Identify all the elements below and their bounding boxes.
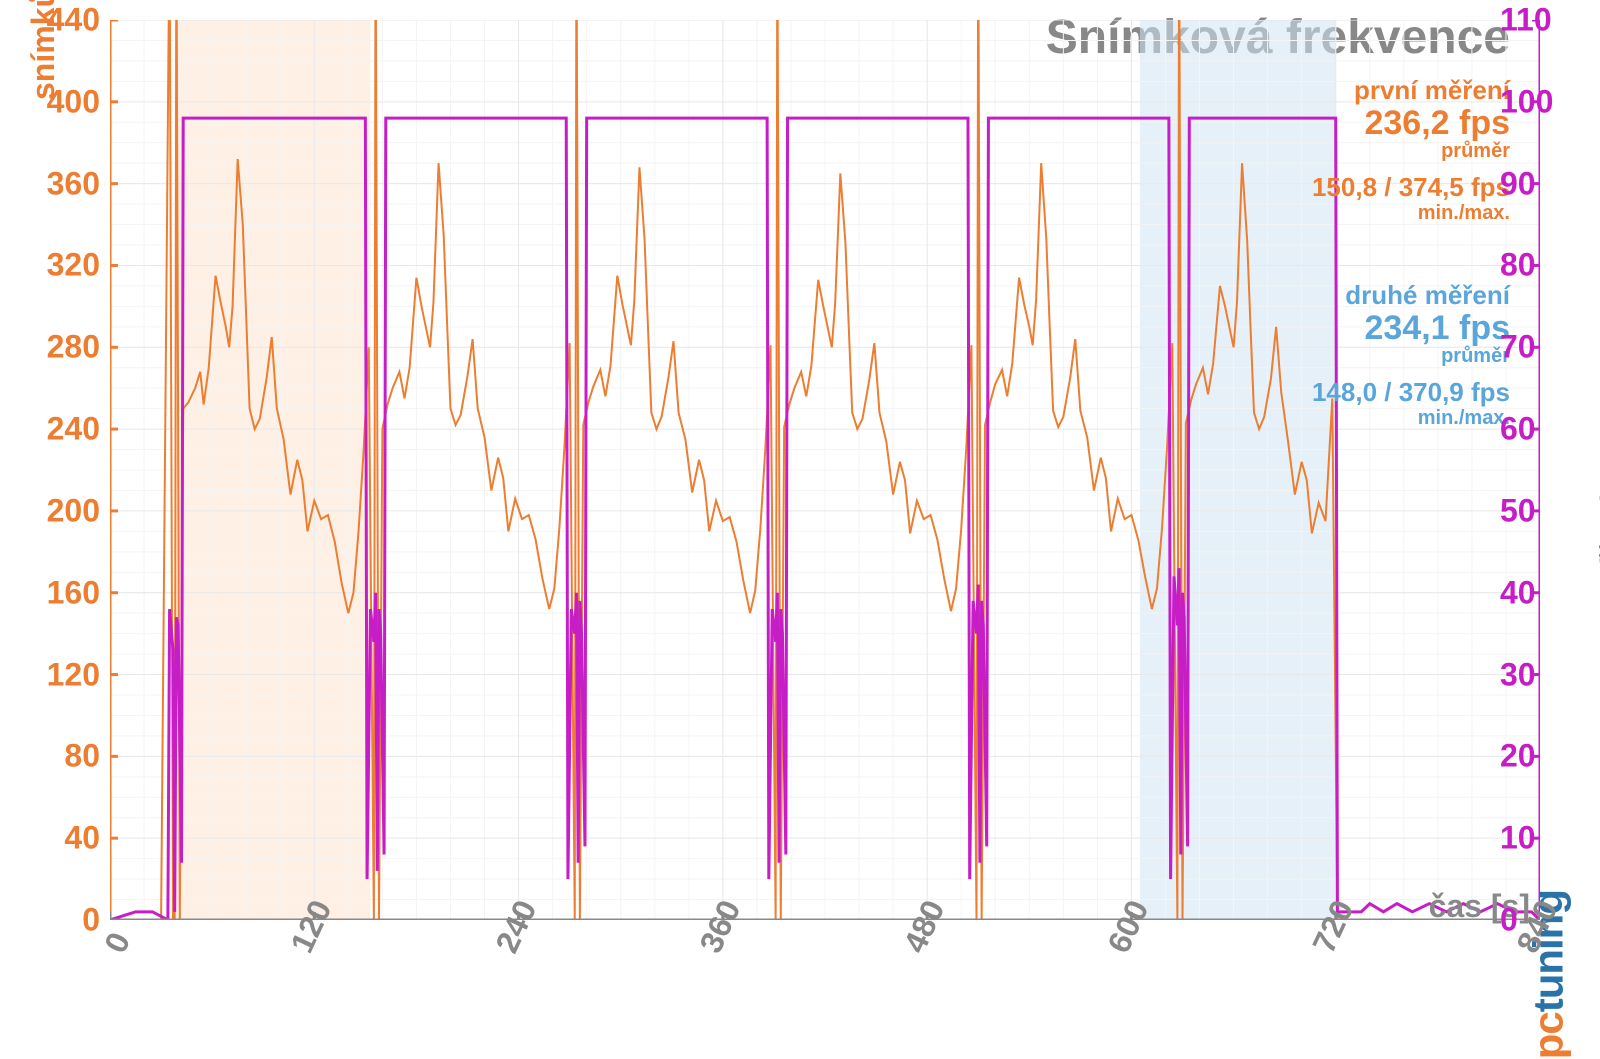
y-tick-right: 30 xyxy=(1500,656,1580,693)
stat-second-avg: 234,1 fps xyxy=(1312,311,1510,345)
y-tick-right: 70 xyxy=(1500,329,1580,366)
y-tick-right: 60 xyxy=(1500,411,1580,448)
stat-second-minmax-sub: min./max. xyxy=(1312,407,1510,430)
x-tick: 0 xyxy=(97,927,138,959)
watermark-pc: pc xyxy=(1524,1012,1571,1059)
y-tick-right: 50 xyxy=(1500,492,1580,529)
stat-second-avg-sub: průměr xyxy=(1312,345,1510,368)
y-tick-left: 120 xyxy=(20,656,100,693)
y-tick-right: 90 xyxy=(1500,165,1580,202)
y-tick-left: 320 xyxy=(20,247,100,284)
y-tick-left: 40 xyxy=(20,820,100,857)
y-tick-left: 400 xyxy=(20,83,100,120)
stat-second-measurement: druhé měření 234,1 fps průměr 148,0 / 37… xyxy=(1312,280,1510,430)
y-tick-left: 80 xyxy=(20,738,100,775)
stat-first-minmax: 150,8 / 374,5 fps xyxy=(1312,173,1510,202)
y-tick-left: 280 xyxy=(20,329,100,366)
stat-first-minmax-sub: min./max. xyxy=(1312,202,1510,225)
y-tick-left: 200 xyxy=(20,492,100,529)
y-tick-right: 10 xyxy=(1500,820,1580,857)
stat-first-label: první měření xyxy=(1312,75,1510,106)
y-tick-right: 110 xyxy=(1500,2,1580,39)
stat-second-label: druhé měření xyxy=(1312,280,1510,311)
y-tick-right: 80 xyxy=(1500,247,1580,284)
stat-first-avg: 236,2 fps xyxy=(1312,106,1510,140)
stat-second-minmax: 148,0 / 370,9 fps xyxy=(1312,378,1510,407)
y-tick-left: 360 xyxy=(20,165,100,202)
y-tick-right: 100 xyxy=(1500,83,1580,120)
y-axis-right-label: Vytížení GPU [%] xyxy=(1595,360,1600,617)
y-tick-right: 40 xyxy=(1500,574,1580,611)
y-tick-left: 440 xyxy=(20,2,100,39)
y-tick-left: 240 xyxy=(20,411,100,448)
stat-first-measurement: první měření 236,2 fps průměr 150,8 / 37… xyxy=(1312,75,1510,225)
stat-first-avg-sub: průměr xyxy=(1312,140,1510,163)
y-tick-right: 20 xyxy=(1500,738,1580,775)
y-tick-left: 0 xyxy=(20,902,100,939)
y-tick-left: 160 xyxy=(20,574,100,611)
